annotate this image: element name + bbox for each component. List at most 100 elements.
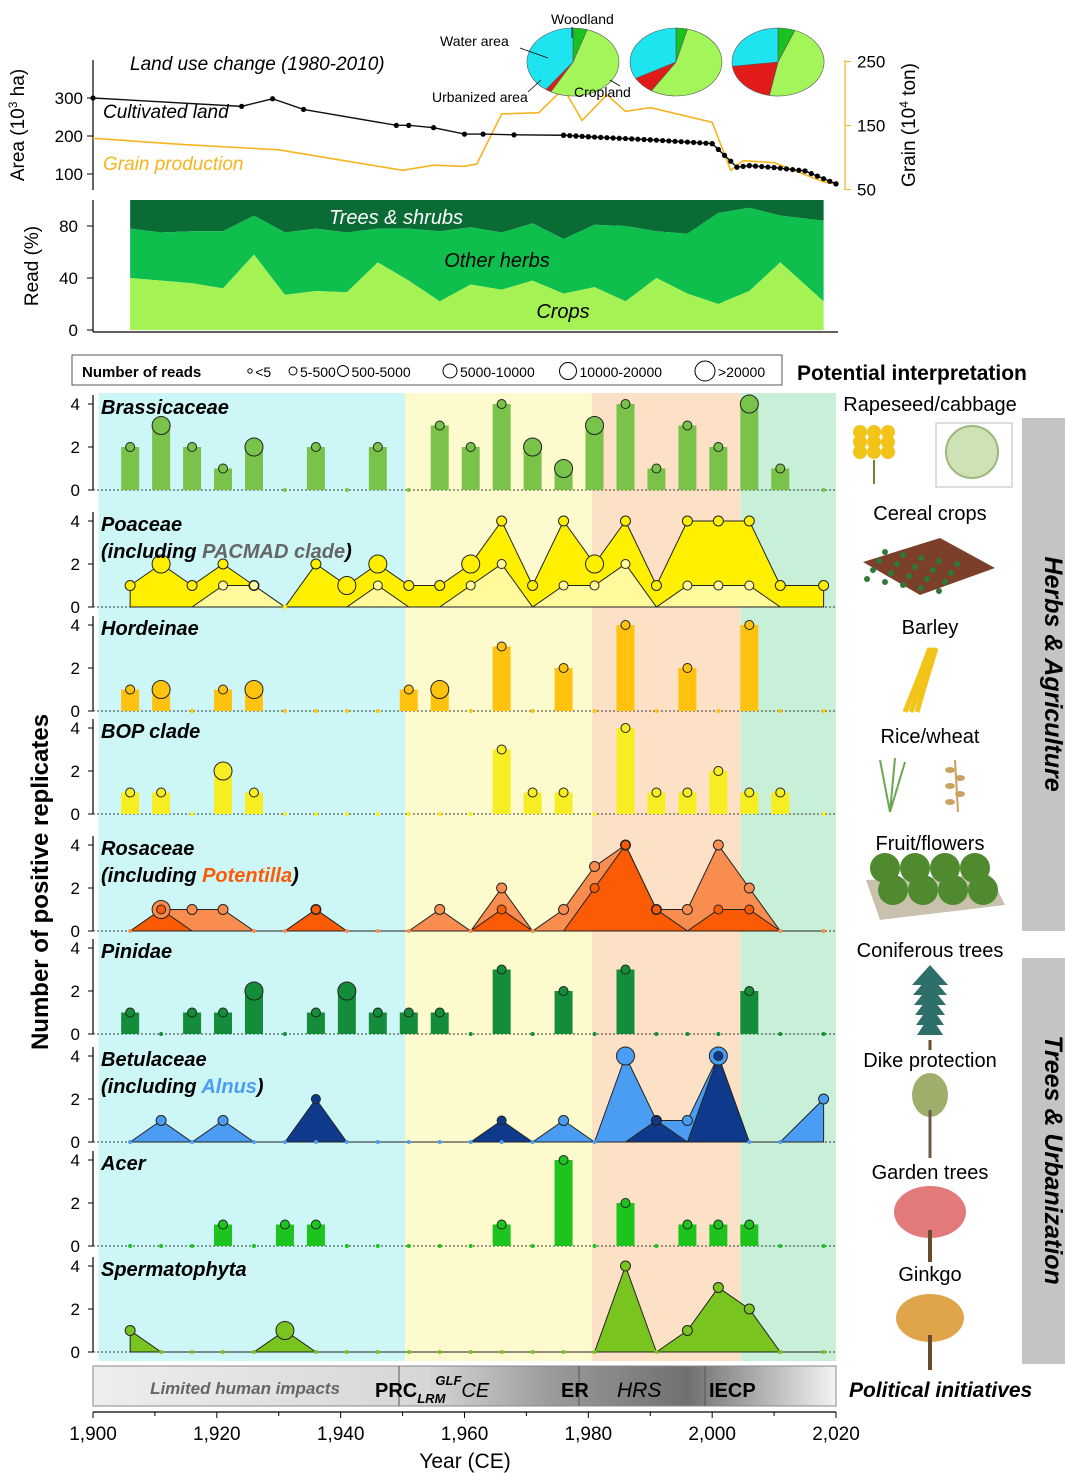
trees-group-bar — [1022, 958, 1065, 1364]
point — [282, 709, 287, 713]
interpretation-label: Rapeseed/cabbage — [843, 394, 1016, 416]
point — [682, 663, 693, 673]
point — [437, 1140, 442, 1144]
cultivated-point — [660, 137, 666, 144]
trees-shrubs-label: Trees & shrubs — [329, 207, 463, 229]
point-inner — [713, 904, 724, 915]
point — [151, 416, 171, 435]
point — [190, 1350, 195, 1354]
point — [437, 1244, 442, 1248]
cultivated-point — [777, 165, 783, 171]
point-inner — [651, 904, 662, 915]
pie-slice-urban — [732, 61, 779, 96]
reads-tick-label: 80 — [59, 217, 78, 236]
panel-betulaceae: 0 2 4 Betulaceae (including Alnus) — [71, 1046, 836, 1152]
crop-plant-icon — [906, 573, 912, 579]
point — [712, 839, 724, 851]
point — [682, 787, 693, 798]
point — [743, 515, 755, 527]
crops-label: Crops — [536, 301, 589, 323]
pie-label-water: Water area — [440, 33, 509, 49]
point-inner — [248, 580, 259, 591]
orchard-tree-icon — [938, 875, 968, 905]
rapeseed-icon — [853, 435, 867, 449]
point — [190, 812, 195, 816]
point — [218, 463, 229, 474]
cultivated-point — [684, 139, 691, 145]
cultivated-point — [697, 140, 703, 146]
bar — [214, 468, 233, 490]
point — [619, 515, 631, 527]
point — [554, 459, 574, 478]
point — [403, 1007, 414, 1018]
bar — [740, 792, 759, 814]
bar — [616, 404, 635, 490]
taxon-name: Spermatophyta — [101, 1259, 247, 1281]
point — [313, 1140, 318, 1144]
point — [375, 1350, 380, 1354]
bar — [678, 668, 697, 711]
point-inner — [156, 904, 167, 915]
point-inner — [713, 1051, 724, 1061]
cultivated-point — [300, 106, 307, 112]
rice-icon — [879, 757, 906, 813]
bar — [368, 447, 387, 490]
interpretation-label: Rice/wheat — [881, 726, 980, 748]
crop-plant-icon — [954, 561, 960, 567]
point — [125, 684, 136, 695]
point — [716, 1032, 721, 1036]
crop-plant-icon — [864, 576, 870, 582]
pie-label-woodland: Woodland — [551, 11, 614, 27]
panel-bop-clade: 0 2 4 BOP clade — [71, 719, 836, 824]
bar — [244, 447, 263, 490]
cultivated-point — [269, 96, 276, 102]
x-axis-label: Year (CE) — [419, 1450, 510, 1473]
point — [282, 812, 287, 816]
point — [406, 1350, 411, 1354]
interpretation-label: Barley — [902, 617, 959, 639]
point — [558, 1115, 570, 1126]
point — [251, 1350, 256, 1354]
point — [406, 488, 411, 492]
cultivated-point — [579, 133, 585, 139]
political-initiatives-label: Political initiatives — [849, 1379, 1032, 1402]
point-inner — [744, 904, 755, 915]
panel-tick-label: 4 — [71, 719, 80, 738]
rapeseed-icon — [853, 445, 867, 459]
point — [468, 1140, 473, 1144]
cultivated-point — [703, 140, 709, 146]
cultivated-point — [393, 122, 399, 128]
point-inner — [558, 580, 569, 591]
x-tick-label: 1,940 — [317, 1424, 365, 1445]
point — [499, 1140, 504, 1144]
point — [681, 1325, 693, 1336]
point-inner — [651, 1115, 662, 1126]
cultivated-point — [616, 135, 622, 141]
point — [375, 1244, 380, 1248]
point — [496, 641, 507, 652]
cultivated-point — [567, 133, 573, 139]
taxon-name: BOP clade — [101, 721, 200, 743]
bar — [771, 792, 790, 814]
panel-tick-label: 2 — [71, 659, 80, 678]
bar — [430, 1012, 449, 1034]
legend-label: <5 — [255, 364, 271, 380]
point — [654, 1350, 659, 1354]
barley-icon — [914, 647, 939, 713]
point — [406, 1244, 411, 1248]
x-tick-label: 1,980 — [565, 1424, 613, 1445]
bar — [121, 689, 140, 711]
legend-label: 10000-20000 — [580, 364, 663, 380]
point — [558, 787, 569, 798]
bar — [740, 625, 759, 711]
legend-label: 5000-10000 — [460, 364, 535, 380]
point-inner — [310, 1094, 321, 1104]
point — [496, 882, 508, 894]
point — [403, 684, 414, 695]
point — [620, 964, 631, 975]
legend-circle — [559, 362, 577, 380]
taxon-name: Hordeinae — [101, 618, 199, 640]
pie-slice-water — [629, 27, 677, 79]
cultivated-point — [833, 181, 839, 187]
cultivated-point — [715, 146, 721, 153]
